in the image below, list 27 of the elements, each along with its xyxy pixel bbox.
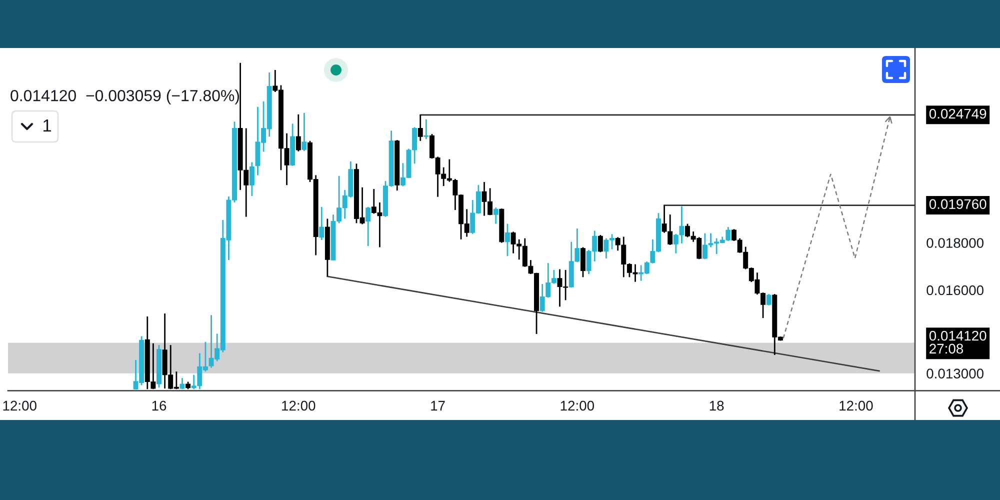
x-tick-label: 12:00 [282,400,316,411]
x-tick-label: 12:00 [840,400,873,411]
x-tick-label: 18 [710,400,724,411]
candlestick [580,246,586,278]
text: 0.014120 −0.003059 (−17.80%) [10,90,240,104]
candlestick [296,114,301,152]
x-tick-label: 16 [152,400,166,411]
y-tick-label: 0.013000 [926,368,984,379]
candlestick [504,223,510,257]
y-tick-label: 0.016000 [926,285,984,296]
candlestick [319,206,324,241]
candlestick [424,118,429,140]
candlestick [493,206,498,224]
x-tick-label: 12:00 [560,400,594,411]
annotation: 0.019760 [929,199,986,210]
y-tick-label: 0.018000 [926,238,984,248]
candlestick [418,114,423,142]
candlestick [249,161,254,197]
x-tick-label: 12:00 [3,400,36,411]
candlestick [366,206,371,247]
annotation: 1 [43,120,51,132]
candlestick [302,112,307,152]
annotation: 0.014120 27:08 [929,330,986,354]
x-tick-label: 17 [431,400,445,410]
candlestick [766,293,772,306]
annotation: 0.024749 [929,108,986,119]
candlestick [598,234,603,253]
